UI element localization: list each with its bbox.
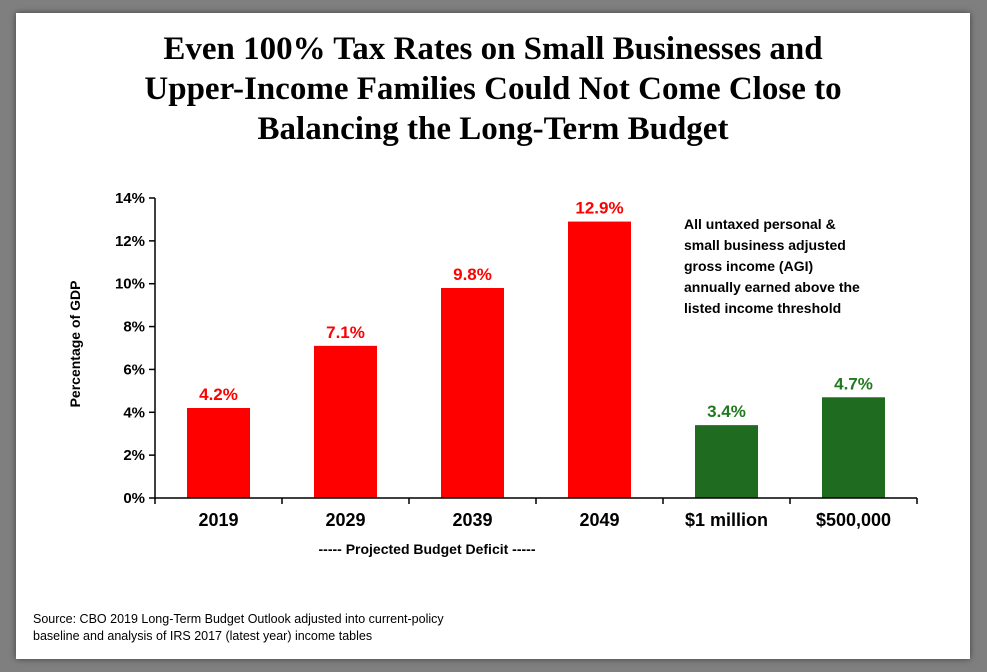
y-tick-label: 14%: [115, 190, 145, 207]
source-line-1: Source: CBO 2019 Long-Term Budget Outloo…: [33, 612, 444, 626]
source-line-2: baseline and analysis of IRS 2017 (lates…: [33, 629, 373, 643]
bar-value-label: 3.4%: [707, 402, 746, 421]
bar: [568, 221, 631, 499]
source-note: Source: CBO 2019 Long-Term Budget Outloo…: [33, 611, 444, 645]
bar: [695, 425, 758, 498]
y-tick-label: 12%: [115, 233, 145, 250]
annotation-line-3: gross income (AGI): [684, 258, 813, 274]
x-category-label: $1 million: [685, 510, 768, 530]
y-tick-label: 0%: [123, 490, 145, 507]
bar-chart: 0% 2% 4% 6% 8% 10% 12% 14% 4.2% 7.1% 9.8% 12.9% 3.4…: [67, 190, 918, 557]
bar: [441, 288, 504, 498]
bar-value-label: 4.2%: [199, 385, 238, 404]
y-axis-title: Percentage of GDP: [67, 281, 83, 408]
annotation-line-2: small business adjusted: [684, 237, 846, 253]
annotation-line-4: annually earned above the: [684, 279, 860, 295]
x-category-label: 2029: [325, 510, 365, 530]
slide: Even 100% Tax Rates on Small Businesses …: [16, 13, 970, 659]
bar-value-label: 9.8%: [453, 265, 492, 284]
x-category-label: 2019: [198, 510, 238, 530]
title-line-3: Balancing the Long-Term Budget: [257, 111, 729, 147]
bar-value-label: 7.1%: [326, 323, 365, 342]
bar-value-label: 12.9%: [575, 199, 623, 218]
y-tick-label: 2%: [123, 447, 145, 464]
y-tick-label: 6%: [123, 361, 145, 378]
chart-annotation: All untaxed personal & small business ad…: [684, 216, 860, 316]
annotation-line-5: listed income threshold: [684, 300, 841, 316]
bar: [314, 345, 377, 498]
bar: [187, 408, 250, 498]
bar: [822, 397, 885, 498]
y-tick-label: 8%: [123, 319, 145, 336]
x-category-label: $500,000: [816, 510, 891, 530]
annotation-line-1: All untaxed personal &: [684, 216, 836, 232]
y-axis: 0% 2% 4% 6% 8% 10% 12% 14%: [115, 190, 156, 507]
y-tick-label: 4%: [123, 404, 145, 421]
title-line-2: Upper-Income Families Could Not Come Clo…: [144, 71, 842, 107]
x-axis-title: ----- Projected Budget Deficit -----: [319, 541, 536, 557]
y-tick-label: 10%: [115, 276, 145, 293]
title-line-1: Even 100% Tax Rates on Small Businesses …: [163, 31, 823, 67]
bar-value-label: 4.7%: [834, 374, 873, 393]
x-category-label: 2049: [579, 510, 619, 530]
chart-title: Even 100% Tax Rates on Small Businesses …: [16, 29, 970, 149]
x-axis: 2019 2029 2039 2049 $1 million $500,000: [154, 497, 918, 530]
x-category-label: 2039: [452, 510, 492, 530]
bars: 4.2% 7.1% 9.8% 12.9% 3.4% 4.7%: [187, 199, 885, 499]
